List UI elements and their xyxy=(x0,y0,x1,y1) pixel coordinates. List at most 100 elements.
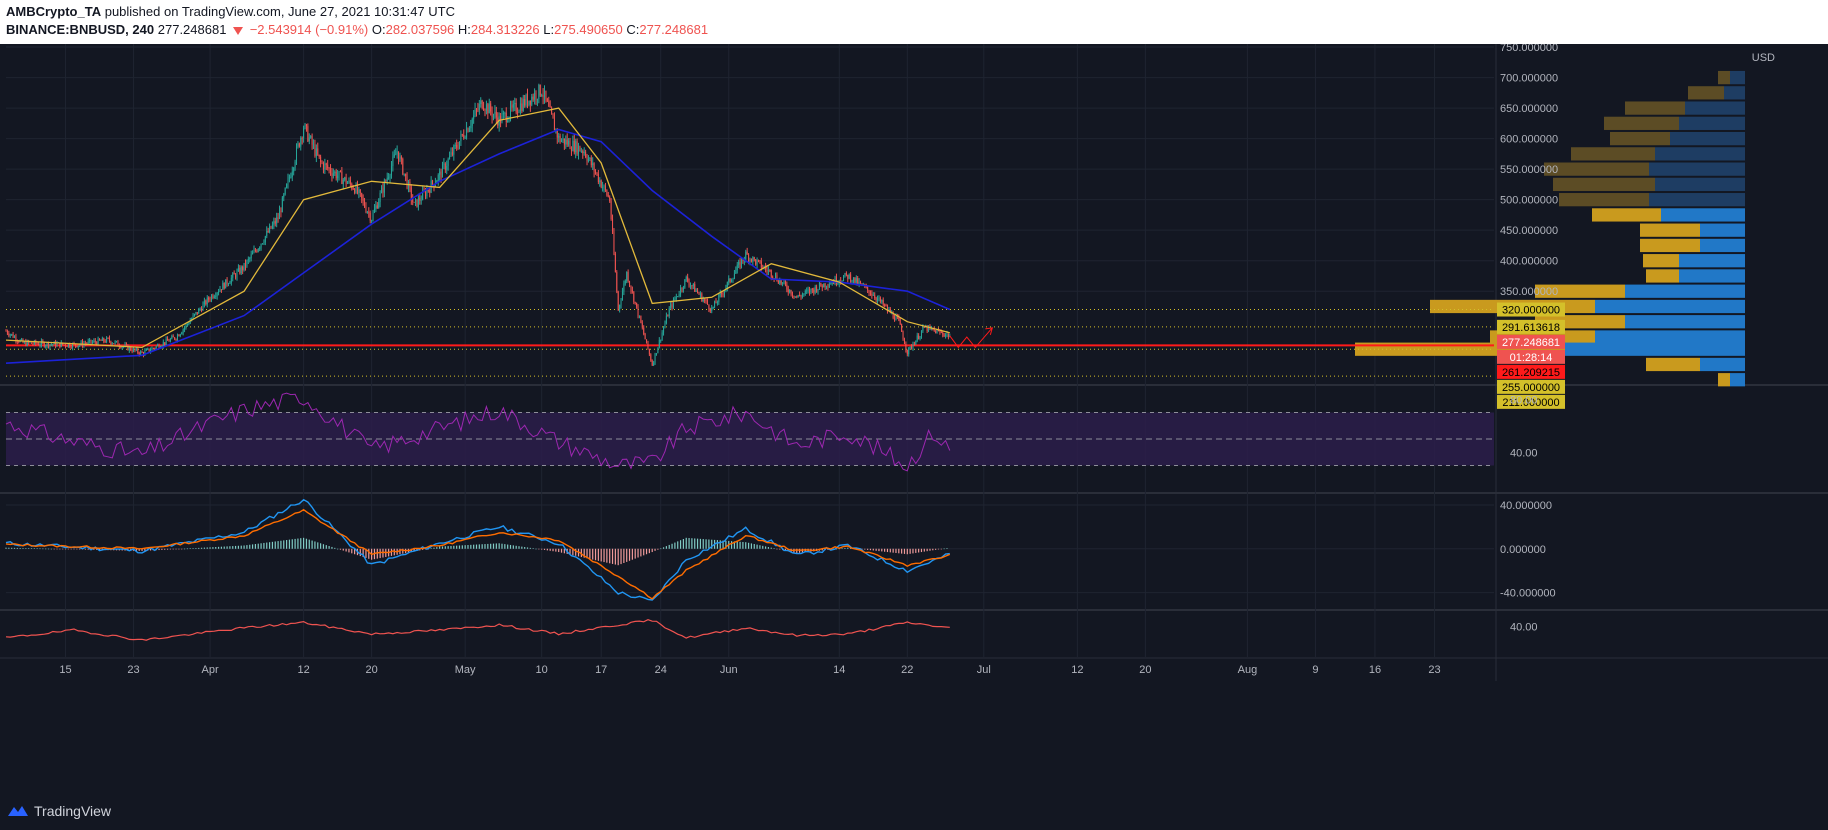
rsi-line[interactable] xyxy=(5,392,951,472)
macd-histogram-bar xyxy=(558,548,560,553)
macd-histogram-bar xyxy=(203,547,205,549)
candle-body xyxy=(184,327,186,330)
candle-body xyxy=(685,276,687,280)
candle-body xyxy=(365,206,367,213)
slow-moving-average-line[interactable] xyxy=(5,128,951,364)
projection-path[interactable] xyxy=(949,327,993,349)
candle-body xyxy=(48,342,50,347)
candle-body xyxy=(909,346,911,348)
candle-body xyxy=(358,189,360,193)
candle-body xyxy=(735,270,737,274)
candle-body xyxy=(549,106,551,108)
open-label: O: xyxy=(371,22,386,37)
candle-body xyxy=(758,260,759,261)
candle-body xyxy=(804,290,806,294)
candle-body xyxy=(229,282,231,284)
chart-canvas[interactable]: 15 23 Apr 12 20 May 10 17 24 Jun 14 22 Jul 12 20 Aug 9 16… xyxy=(0,44,1828,795)
candle-body xyxy=(219,289,221,292)
candle-body xyxy=(155,346,157,349)
candle-body xyxy=(46,342,48,346)
macd-histogram-bar xyxy=(141,548,143,551)
candle-body xyxy=(15,336,17,341)
candle-body xyxy=(851,281,853,283)
candle-body xyxy=(919,336,921,339)
candle-body xyxy=(142,352,144,355)
macd-histogram-bar xyxy=(334,547,336,549)
macd-histogram-bar xyxy=(206,547,208,549)
fast-moving-average-line[interactable] xyxy=(5,107,950,349)
candle-body xyxy=(613,231,615,254)
candle-body xyxy=(322,163,324,170)
time-tick-label: 17 xyxy=(595,664,607,676)
oscillator-line[interactable] xyxy=(5,619,950,641)
candle-body xyxy=(113,343,115,344)
candle-body xyxy=(626,272,628,281)
candle-body xyxy=(364,200,366,207)
rsi-tick-label: 80.00 xyxy=(1510,394,1538,406)
candle-body xyxy=(273,221,275,225)
candle-body xyxy=(106,337,108,343)
volume-profile-up-bar xyxy=(1679,116,1745,130)
candle-body xyxy=(882,300,884,305)
candle-body xyxy=(281,197,283,213)
signal-line[interactable] xyxy=(5,508,951,600)
candle-body xyxy=(869,293,871,295)
candle-body xyxy=(398,151,400,161)
candle-body xyxy=(701,293,703,302)
candle-body xyxy=(752,257,754,262)
candle-body xyxy=(534,92,536,100)
candle-body xyxy=(634,301,636,303)
candle-body xyxy=(915,340,917,345)
macd-histogram-bar xyxy=(538,548,540,550)
candle-body xyxy=(121,346,123,348)
macd-histogram-bar xyxy=(234,545,237,549)
candle-body xyxy=(691,285,693,287)
candle-body xyxy=(728,278,730,283)
macd-histogram-bar xyxy=(144,548,146,551)
candle-body xyxy=(809,289,811,293)
macd-histogram-bar xyxy=(220,546,223,549)
candle-body xyxy=(745,251,747,260)
macd-pane[interactable] xyxy=(5,498,951,601)
candle-body xyxy=(493,114,494,118)
candle-body xyxy=(254,249,256,251)
candle-body xyxy=(103,338,105,342)
macd-histogram-bar xyxy=(280,540,282,549)
candle-body xyxy=(579,146,581,152)
candle-body xyxy=(546,99,548,102)
candle-body xyxy=(756,260,758,265)
candle-body xyxy=(926,326,928,332)
candle-body xyxy=(522,99,524,111)
macd-histogram-bar xyxy=(796,548,798,554)
macd-histogram-bar xyxy=(560,548,563,553)
price-label-box xyxy=(1497,364,1565,379)
candle-body xyxy=(74,343,76,346)
author-name[interactable]: AMBCrypto_TA xyxy=(6,4,102,19)
candle-body xyxy=(125,344,127,346)
macd-histogram-bar xyxy=(59,548,61,550)
price-pane[interactable] xyxy=(5,70,1745,387)
candle-body xyxy=(249,258,251,259)
volume-profile-up-bar xyxy=(1700,357,1745,372)
candle-body xyxy=(847,274,849,279)
candle-body xyxy=(451,152,453,155)
candle-body xyxy=(638,315,640,317)
macd-histogram-bar xyxy=(436,547,438,549)
candle-body xyxy=(655,353,657,354)
time-tick-label: Jul xyxy=(977,664,991,676)
candle-body xyxy=(624,280,626,284)
candle-body xyxy=(147,348,149,350)
candle-body xyxy=(895,316,897,321)
oscillator-pane[interactable] xyxy=(5,619,950,641)
candle-body xyxy=(186,324,188,325)
price-tick-label: 750.000000 xyxy=(1500,44,1558,54)
candle-body xyxy=(327,164,329,169)
candle-body xyxy=(636,302,638,307)
candle-body xyxy=(835,277,837,284)
macd-histogram-bar xyxy=(756,544,758,549)
price-tick-label: 400.000000 xyxy=(1500,256,1558,268)
rsi-pane[interactable] xyxy=(5,392,1494,472)
candle-body xyxy=(310,136,312,138)
candle-body xyxy=(739,261,741,268)
tradingview-logo[interactable]: TradingView xyxy=(8,803,111,819)
